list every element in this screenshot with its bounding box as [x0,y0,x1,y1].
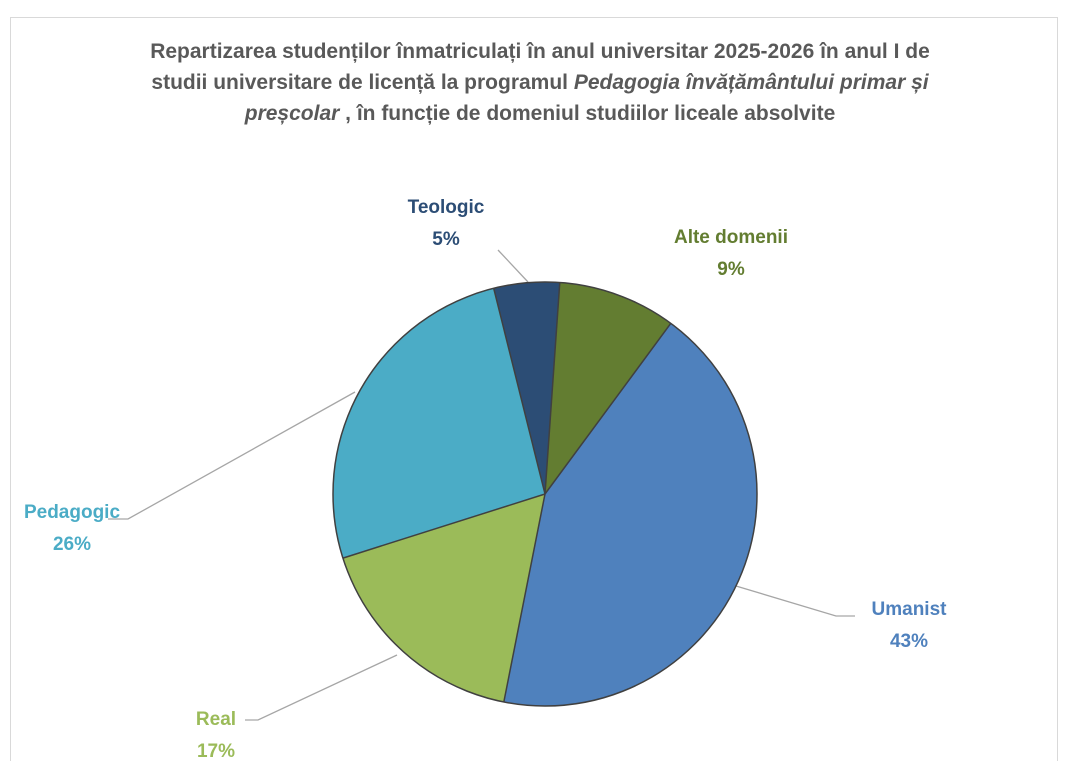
pie-slice [342,494,545,702]
slice-label-value: 26% [53,534,91,555]
slice-border [544,322,672,495]
slice-border [492,288,546,495]
slice-label-value: 17% [197,741,235,761]
pie-slice [493,281,560,494]
slice-label-name: Pedagogic [24,502,121,523]
leader-lines [108,249,855,721]
slice-border [342,493,546,559]
slice-border [503,493,546,703]
pie-slice [503,323,757,706]
slice-label-value: 9% [717,259,745,280]
leader-line [497,249,529,283]
slice-label-value: 5% [432,229,460,250]
leader-line [108,391,356,520]
pie-slice [545,282,671,494]
title-part: , în funcție de domeniul studiilor licea… [339,102,836,125]
leader-line [245,654,398,721]
pie-slice [333,288,545,559]
chart-title: Repartizarea studenților înmatriculați î… [125,36,955,129]
slice-label-name: Real [196,709,236,730]
slice-label-value: 43% [890,631,928,652]
slice-label-name: Teologic [408,197,485,218]
slice-label-name: Umanist [872,599,948,620]
slice-label-name: Alte domenii [674,227,788,248]
leader-line [735,585,855,617]
slice-border [544,282,561,495]
chart-frame [10,17,1058,761]
title-part: Repartizarea studenților înmatriculați î… [150,40,930,94]
pie-outline [332,281,758,707]
title-part: Pedagogia învățământului primar și preșc… [244,71,929,125]
